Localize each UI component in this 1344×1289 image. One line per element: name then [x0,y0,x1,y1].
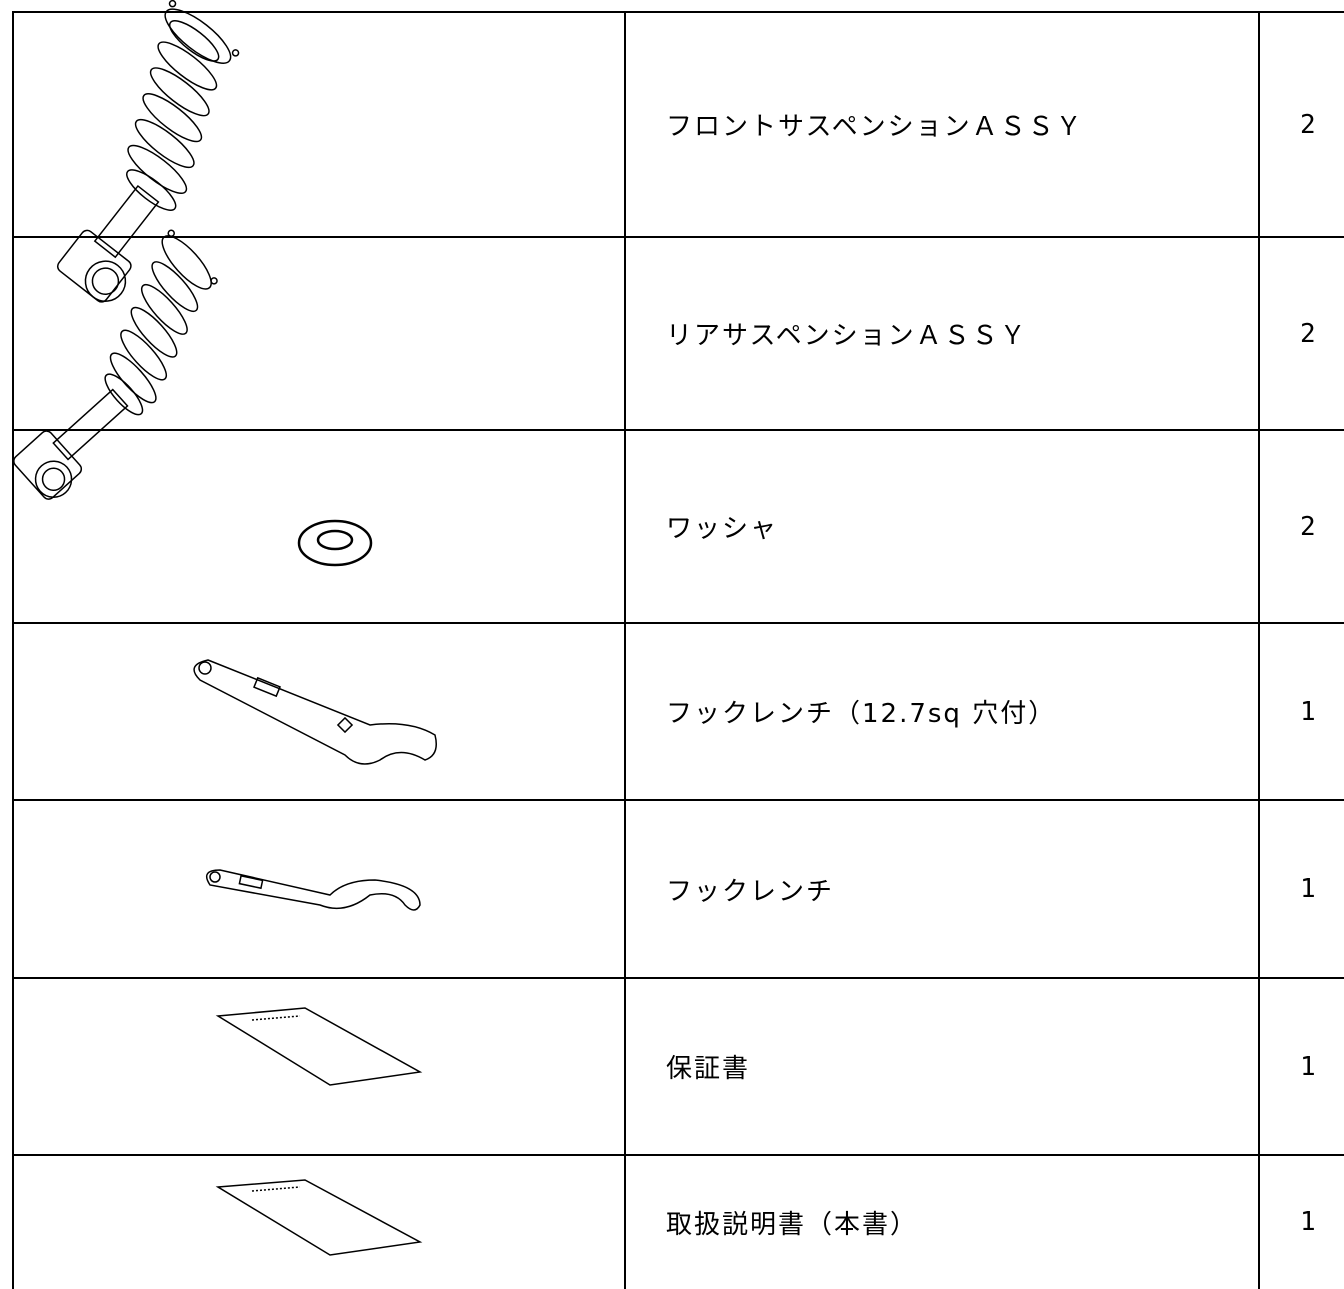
hook-wrench-square-illustration [193,659,437,765]
front-suspension-illustration [56,0,240,303]
grid-lines [12,11,1344,1289]
manual-document-illustration [215,1179,423,1256]
part-quantity: 1 [1300,696,1316,727]
part-name: フックレンチ（12.7sq 穴付） [666,699,1057,729]
part-quantity: 2 [1300,109,1316,140]
warranty-document-illustration [215,1007,423,1086]
part-name: 保証書 [666,1054,751,1084]
hook-wrench-illustration [205,869,421,911]
part-name: フックレンチ [666,876,835,907]
part-quantity: 1 [1300,1051,1316,1082]
part-quantity: 2 [1300,511,1316,542]
rear-suspension-illustration [13,229,218,500]
part-name: ワッシャ [666,514,779,544]
washer-illustration [297,519,373,567]
part-quantity: 1 [1300,1207,1316,1237]
part-name: 取扱説明書（本書） [666,1209,919,1240]
part-quantity: 2 [1300,318,1316,349]
part-name: リアサスペンションＡＳＳＹ [666,321,1028,351]
part-name: フロントサスペンションＡＳＳＹ [666,112,1084,142]
part-quantity: 1 [1300,874,1316,904]
